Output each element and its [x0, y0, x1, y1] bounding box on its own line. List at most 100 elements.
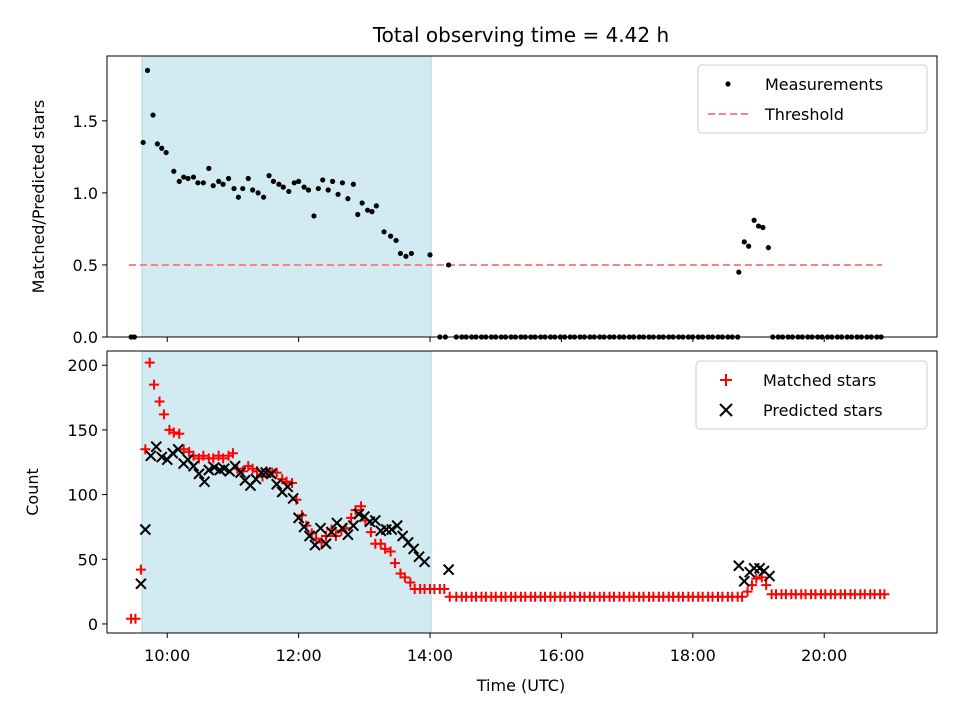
measurement-point — [220, 181, 226, 187]
axes-frame — [106, 55, 938, 338]
y-tick-label: 200 — [67, 356, 98, 375]
predicted-point — [733, 560, 745, 572]
measurement-point — [760, 224, 766, 231]
measurement-point — [276, 181, 282, 187]
legend-label: Threshold — [764, 105, 844, 124]
matched-point — [879, 589, 890, 600]
matched-point — [218, 453, 229, 464]
predicted-point — [391, 519, 403, 532]
predicted-point — [281, 481, 294, 493]
measurement-point — [225, 175, 232, 182]
measurement-point — [329, 178, 336, 184]
measurement-point — [369, 209, 375, 215]
measurement-point — [381, 229, 387, 235]
measurement-point — [144, 67, 151, 74]
measurement-point — [185, 175, 191, 182]
chart-title: Total observing time = 4.42 h — [372, 23, 669, 47]
measurement-point — [755, 223, 762, 229]
measurement-point — [291, 180, 297, 186]
measurement-point — [373, 203, 379, 209]
measurement-point — [250, 187, 256, 193]
predicted-point — [738, 575, 750, 587]
measurement-point — [296, 178, 302, 184]
observing-span — [141, 55, 432, 338]
measurement-point — [159, 145, 165, 151]
predicted-point — [385, 523, 398, 536]
predicted-point — [763, 570, 776, 582]
predicted-point — [292, 512, 305, 524]
measurement-point — [359, 200, 365, 206]
y-axis-label: Count — [23, 468, 42, 516]
predicted-point — [407, 543, 420, 555]
measurement-point — [280, 184, 286, 190]
predicted-point — [234, 466, 247, 479]
predicted-point — [287, 492, 299, 505]
measurement-point — [200, 180, 206, 186]
series-predicted-stars — [135, 441, 776, 590]
measurement-point — [270, 178, 277, 184]
predicted-point — [309, 539, 321, 551]
measurement-point — [231, 185, 237, 192]
matched-point — [140, 444, 151, 455]
measurement-point — [408, 250, 415, 257]
y-tick-label: 100 — [67, 486, 98, 505]
axes-frame — [106, 350, 938, 634]
x-tick-label: 14:00 — [407, 646, 453, 665]
measurement-point — [315, 185, 321, 192]
measurement-point — [210, 183, 216, 189]
y-tick-label: 0.5 — [73, 256, 98, 275]
predicted-point — [342, 528, 354, 541]
matched-point — [356, 501, 367, 512]
y-tick-label: 0 — [88, 615, 98, 634]
measurement-point — [163, 149, 169, 156]
legend-measurements-swatch — [725, 81, 731, 87]
measurement-point — [216, 178, 222, 184]
x-tick-label: 20:00 — [801, 646, 847, 665]
predicted-point — [166, 447, 179, 459]
predicted-point — [139, 523, 152, 536]
x-tick-label: 16:00 — [538, 646, 584, 665]
predicted-point — [150, 441, 162, 453]
legend-box — [697, 64, 928, 134]
y-tick-label: 1.0 — [73, 184, 98, 203]
measurement-point — [286, 188, 292, 195]
legend-matched-swatch — [720, 374, 732, 386]
measurement-point — [301, 184, 307, 190]
observing-span — [141, 350, 432, 634]
measurement-point — [446, 262, 452, 268]
measurement-point — [150, 112, 156, 118]
predicted-point — [320, 538, 332, 550]
y-tick-label: 150 — [67, 421, 98, 440]
matched-point — [385, 546, 396, 557]
measurement-point — [206, 165, 212, 171]
matched-point — [188, 450, 199, 461]
predicted-point — [145, 450, 157, 462]
matched-point — [405, 577, 416, 588]
legend-label: Predicted stars — [763, 401, 883, 420]
predicted-point — [748, 562, 760, 575]
y-tick-label: 1.5 — [73, 112, 98, 131]
matched-point — [135, 564, 146, 575]
matched-point — [439, 584, 450, 595]
predicted-point — [314, 522, 327, 534]
measurement-point — [365, 207, 371, 213]
legend-box — [695, 360, 928, 430]
legend-label: Measurements — [765, 75, 883, 94]
measurement-point — [350, 181, 356, 187]
matched-point — [751, 573, 762, 584]
bottom-panel: 0 50 100 150 200 10:00 12:00 14:00 16:00 18:00 20:… — [23, 350, 938, 665]
predicted-point — [265, 468, 277, 480]
predicted-point — [193, 468, 205, 480]
measurement-point — [260, 194, 267, 200]
measurement-point — [403, 253, 409, 259]
legend-label: Matched stars — [763, 371, 876, 390]
measurement-point — [311, 213, 317, 219]
measurement-point — [746, 243, 752, 249]
matched-point — [742, 586, 753, 597]
matched-point — [399, 572, 410, 583]
matched-point — [174, 428, 185, 439]
x-tick-label: 10:00 — [144, 646, 190, 665]
matched-point — [761, 580, 772, 591]
measurement-point — [751, 217, 757, 223]
